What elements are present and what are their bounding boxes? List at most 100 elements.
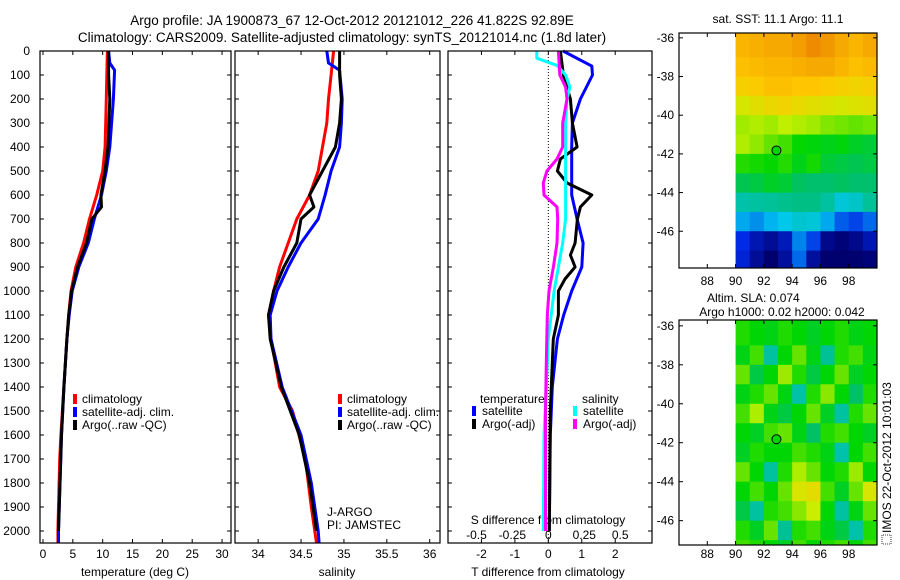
lon-tick-label: 90 [729, 274, 743, 288]
heatmap-cell [763, 501, 779, 522]
heatmap-cell [735, 501, 751, 522]
heatmap-cell [862, 320, 878, 346]
heatmap-cell [834, 320, 850, 346]
legend-swatch [73, 394, 77, 404]
heatmap-cell [820, 501, 836, 522]
heatmap-cell [735, 76, 751, 97]
plot-frame [447, 50, 653, 544]
heatmap-cell [763, 173, 779, 194]
heatmap-cell [778, 95, 793, 116]
series-s-argo-adj- [541, 50, 569, 531]
heatmap-cell [792, 57, 807, 78]
heatmap-cell [792, 364, 807, 385]
depth-tick-label: 600 [10, 188, 30, 202]
heatmap-cell [806, 76, 821, 97]
heatmap-cell [735, 320, 751, 346]
heatmap-cell [778, 153, 793, 174]
heatmap-cell [778, 384, 793, 405]
lon-tick-label: 92 [757, 547, 771, 561]
depth-tick-label: 1300 [3, 356, 30, 370]
legend-swatch [338, 394, 342, 404]
lat-tick-label: -36 [657, 319, 675, 333]
heatmap-cell [806, 231, 821, 252]
heatmap-cell [848, 95, 864, 116]
heatmap-cell [806, 403, 821, 424]
legend-label: climatology [347, 392, 407, 406]
heatmap-cell [778, 364, 793, 385]
heatmap-cell [820, 76, 836, 97]
heatmap-cell [735, 115, 751, 136]
heatmap-cell [862, 211, 878, 232]
heatmap-cell [820, 442, 836, 463]
heatmap-cell [806, 320, 821, 346]
x-tick-label: 34 [251, 547, 265, 561]
x-tick-label: 5 [69, 547, 76, 561]
heatmap-cell [763, 57, 779, 78]
temperature-xlabel: temperature (deg C) [81, 565, 189, 579]
heatmap-cell [735, 33, 751, 58]
lon-tick-label: 98 [842, 547, 856, 561]
heatmap-cell [834, 95, 850, 116]
heatmap-cell [792, 345, 807, 366]
heatmap-cell [792, 403, 807, 424]
heatmap-cell [763, 442, 779, 463]
watermark-text: IMOS 22-Oct-2012 10:01:03 [880, 382, 894, 533]
heatmap-cell [806, 57, 821, 78]
heatmap-cell [763, 540, 779, 546]
heatmap-cell [735, 134, 751, 155]
legend-swatch [73, 407, 77, 417]
heatmap-cell [763, 462, 779, 483]
legend-label: satellite [583, 404, 624, 418]
heatmap-cell [834, 115, 850, 136]
heatmap-cell [820, 211, 836, 232]
heatmap-cell [792, 481, 807, 502]
heatmap-cell [763, 520, 779, 541]
heatmap-cell [749, 481, 765, 502]
s-tick-label: 0 [545, 528, 552, 542]
heatmap-cell [749, 320, 765, 346]
heatmap-cell [848, 520, 864, 541]
heatmap-cell [834, 540, 850, 546]
x-tick-label: 36 [423, 547, 437, 561]
heatmap-cell [792, 115, 807, 136]
legend-label: Argo(-adj) [583, 417, 636, 431]
x-tick-label: 20 [156, 547, 170, 561]
float-pi: PI: JAMSTEC [327, 518, 401, 532]
heatmap-cell [820, 403, 836, 424]
heatmap-cell [792, 153, 807, 174]
heatmap-cell [862, 231, 878, 252]
panel-salinity: 34 34.5 35 35.5 36 climatologysatellite-adj. … [234, 50, 441, 561]
heatmap-cell [806, 33, 821, 58]
depth-tick-label: 400 [10, 140, 30, 154]
heatmap-cell [820, 115, 836, 136]
series-argo-raw-qc- [267, 51, 343, 532]
depth-tick-label: 1000 [3, 284, 30, 298]
heatmap-cell [862, 364, 878, 385]
heatmap-cell [820, 520, 836, 541]
series-argo-raw-qc- [57, 51, 112, 532]
heatmap-cell [763, 153, 779, 174]
heatmap-cell [749, 442, 765, 463]
lat-tick-label: -44 [657, 475, 675, 489]
heatmap-cell [763, 320, 779, 346]
heatmap-cell [806, 384, 821, 405]
heatmap-cell [806, 364, 821, 385]
sst-map-title: sat. SST: 11.1 Argo: 11.1 [713, 12, 844, 26]
heatmap-cell [848, 153, 864, 174]
heatmap-cell [735, 520, 751, 541]
heatmap-cell [778, 76, 793, 97]
depth-tick-label: 1200 [3, 332, 30, 346]
heatmap-cell [792, 540, 807, 546]
depth-tick-label: 1100 [4, 308, 30, 322]
heatmap-cell [834, 384, 850, 405]
heatmap-cell [749, 462, 765, 483]
heatmap-cell [834, 153, 850, 174]
heatmap-cell [834, 423, 850, 444]
heatmap-cell [820, 250, 836, 269]
heatmap-cell [820, 231, 836, 252]
legend-swatch [338, 420, 342, 430]
heatmap-cell [820, 423, 836, 444]
heatmap-cell [862, 520, 878, 541]
heatmap-cell [848, 192, 864, 213]
